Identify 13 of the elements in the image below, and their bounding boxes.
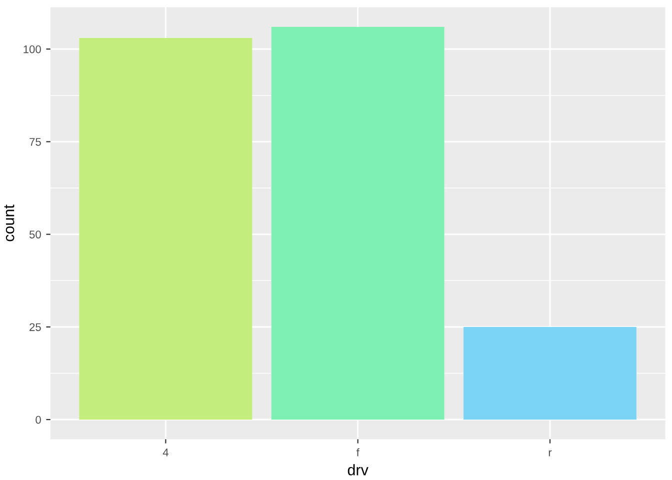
- x-tick-label: r: [548, 450, 552, 456]
- bar: [464, 326, 636, 420]
- y-tick-label: 100: [24, 45, 41, 54]
- y-tick-label: 50: [29, 230, 41, 238]
- x-tick-label: 4: [162, 448, 168, 456]
- y-axis-title: count: [4, 204, 14, 242]
- y-tick-label: 25: [30, 323, 41, 332]
- x-tick-label: f: [356, 448, 360, 456]
- y-tick-label: 0: [36, 416, 41, 424]
- y-tick-label: 75: [30, 138, 41, 146]
- x-axis-title: drv: [348, 464, 368, 476]
- bar: [79, 38, 252, 420]
- bar: [271, 26, 444, 420]
